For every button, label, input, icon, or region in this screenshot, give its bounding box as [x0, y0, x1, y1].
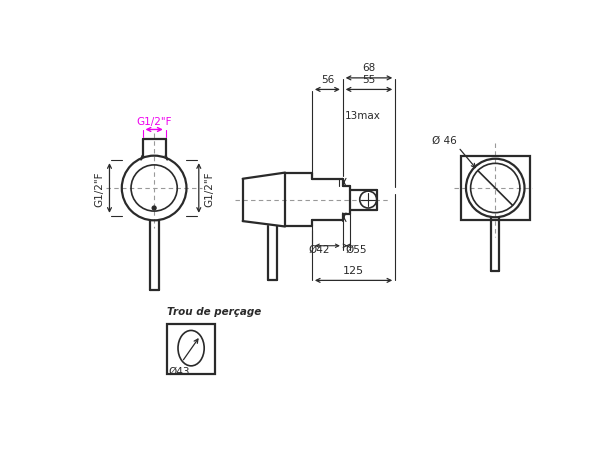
Text: 125: 125 — [343, 265, 364, 276]
Text: G1/2"F: G1/2"F — [204, 171, 214, 206]
Text: Ø 46: Ø 46 — [432, 136, 457, 146]
Text: Ø42: Ø42 — [309, 244, 330, 255]
Text: 56: 56 — [321, 75, 334, 85]
Text: Ø55: Ø55 — [345, 244, 367, 255]
Text: 55: 55 — [362, 75, 376, 85]
Circle shape — [152, 207, 156, 211]
Text: 68: 68 — [362, 63, 376, 74]
Bar — [167, 324, 215, 374]
Text: G1/2"F: G1/2"F — [95, 171, 105, 206]
Text: 13max: 13max — [345, 110, 381, 120]
Text: Trou de perçage: Trou de perçage — [167, 306, 261, 316]
Text: G1/2"F: G1/2"F — [136, 117, 172, 127]
Bar — [460, 157, 530, 220]
Text: Ø43: Ø43 — [169, 366, 191, 376]
